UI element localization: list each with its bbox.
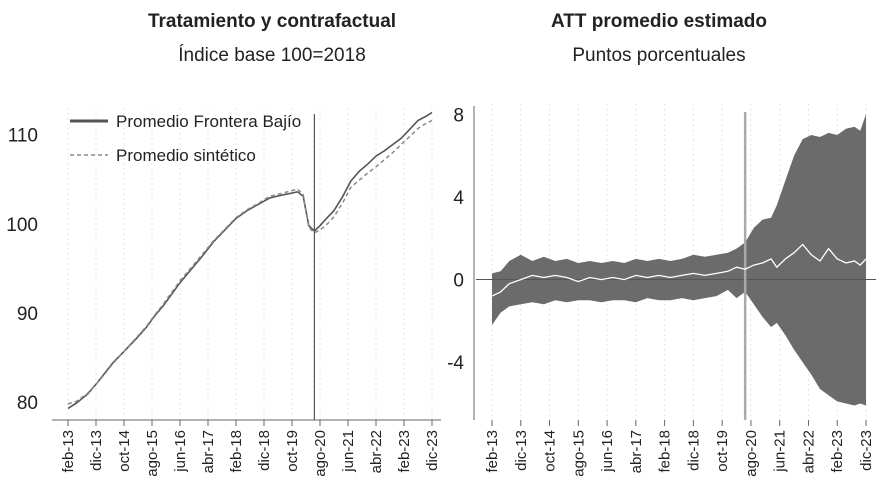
left-chart-title: Tratamiento y contrafactual	[148, 11, 396, 32]
right-x-tick-label: feb-23	[829, 430, 846, 473]
right-area-chart: 8 4 0 -4 feb-13 dic-13 oct-14 ago-15 jun-16 abr-…	[447, 104, 876, 477]
right-y-tick-label: 4	[453, 188, 464, 209]
att-series-line	[491, 243, 867, 297]
left-y-tick-label: 90	[17, 304, 38, 325]
right-y-tick-label: 0	[453, 271, 464, 292]
right-x-tick-label: dic-13	[513, 430, 530, 471]
left-grid	[67, 108, 433, 420]
left-x-tick-label: feb-18	[228, 430, 245, 473]
left-y-ticks: 80 90 100 110	[6, 126, 38, 414]
left-y-tick-label: 80	[17, 393, 38, 414]
left-x-tick-label: oct-19	[284, 430, 301, 472]
legend-label-synthetic: Promedio sintético	[116, 146, 256, 165]
left-series-lines	[67, 111, 433, 410]
right-x-tick-label: dic-23	[858, 430, 875, 471]
right-x-tick-label: dic-18	[685, 430, 702, 471]
right-y-tick-label: 8	[453, 105, 464, 126]
left-line-chart: 80 90 100 110 feb-13 dic-13 oct-14 ago-15 jun-1…	[6, 108, 441, 477]
right-x-tick-label: ago-20	[743, 430, 760, 477]
left-y-tick-label: 100	[6, 215, 38, 236]
left-x-tick-label: abr-17	[200, 430, 217, 473]
right-x-tick-label: feb-18	[657, 430, 674, 473]
right-x-tick-label: ago-15	[570, 430, 587, 477]
left-chart-subtitle: Índice base 100=2018	[178, 45, 366, 66]
left-x-tick-label: feb-13	[60, 430, 77, 473]
right-chart-subtitle: Puntos porcentuales	[572, 45, 745, 66]
left-x-tick-label: jun-21	[340, 430, 357, 473]
right-y-tick-label: -4	[447, 353, 464, 374]
right-x-tick-label: jun-21	[772, 430, 789, 473]
right-y-ticks: 8 4 0 -4	[447, 105, 464, 374]
left-x-tick-label: feb-23	[396, 430, 413, 473]
right-x-tick-label: abr-22	[800, 430, 817, 473]
left-x-tick-label: oct-14	[116, 430, 133, 472]
right-x-tick-label: jun-16	[599, 430, 616, 473]
right-x-tick-label: feb-13	[484, 430, 501, 473]
left-x-tick-label: dic-18	[256, 430, 273, 471]
left-x-tick-label: ago-20	[312, 430, 329, 477]
left-y-tick-label: 110	[8, 126, 38, 147]
confidence-band-area	[492, 114, 866, 406]
right-grid	[473, 104, 867, 420]
left-x-ticks: feb-13 dic-13 oct-14 ago-15 jun-16 abr-17 feb-…	[60, 420, 441, 477]
right-x-tick-label: oct-19	[714, 430, 731, 472]
legend-label-treated: Promedio Frontera Bajío	[116, 112, 301, 131]
right-att-line	[491, 243, 867, 297]
series-line-treated	[67, 111, 433, 410]
left-x-tick-label: dic-23	[424, 430, 441, 471]
right-x-tick-label: oct-14	[542, 430, 559, 472]
left-x-tick-label: jun-16	[172, 430, 189, 473]
right-confidence-band	[476, 112, 876, 420]
right-chart-title: ATT promedio estimado	[551, 11, 767, 32]
left-x-tick-label: abr-22	[368, 430, 385, 473]
left-x-tick-label: dic-13	[88, 430, 105, 471]
left-x-tick-label: ago-15	[144, 430, 161, 477]
right-x-ticks: feb-13 dic-13 oct-14 ago-15 jun-16 abr-17 feb-…	[484, 420, 875, 477]
right-x-tick-label: abr-17	[628, 430, 645, 473]
left-legend: Promedio Frontera Bajío Promedio sintéti…	[70, 112, 301, 165]
